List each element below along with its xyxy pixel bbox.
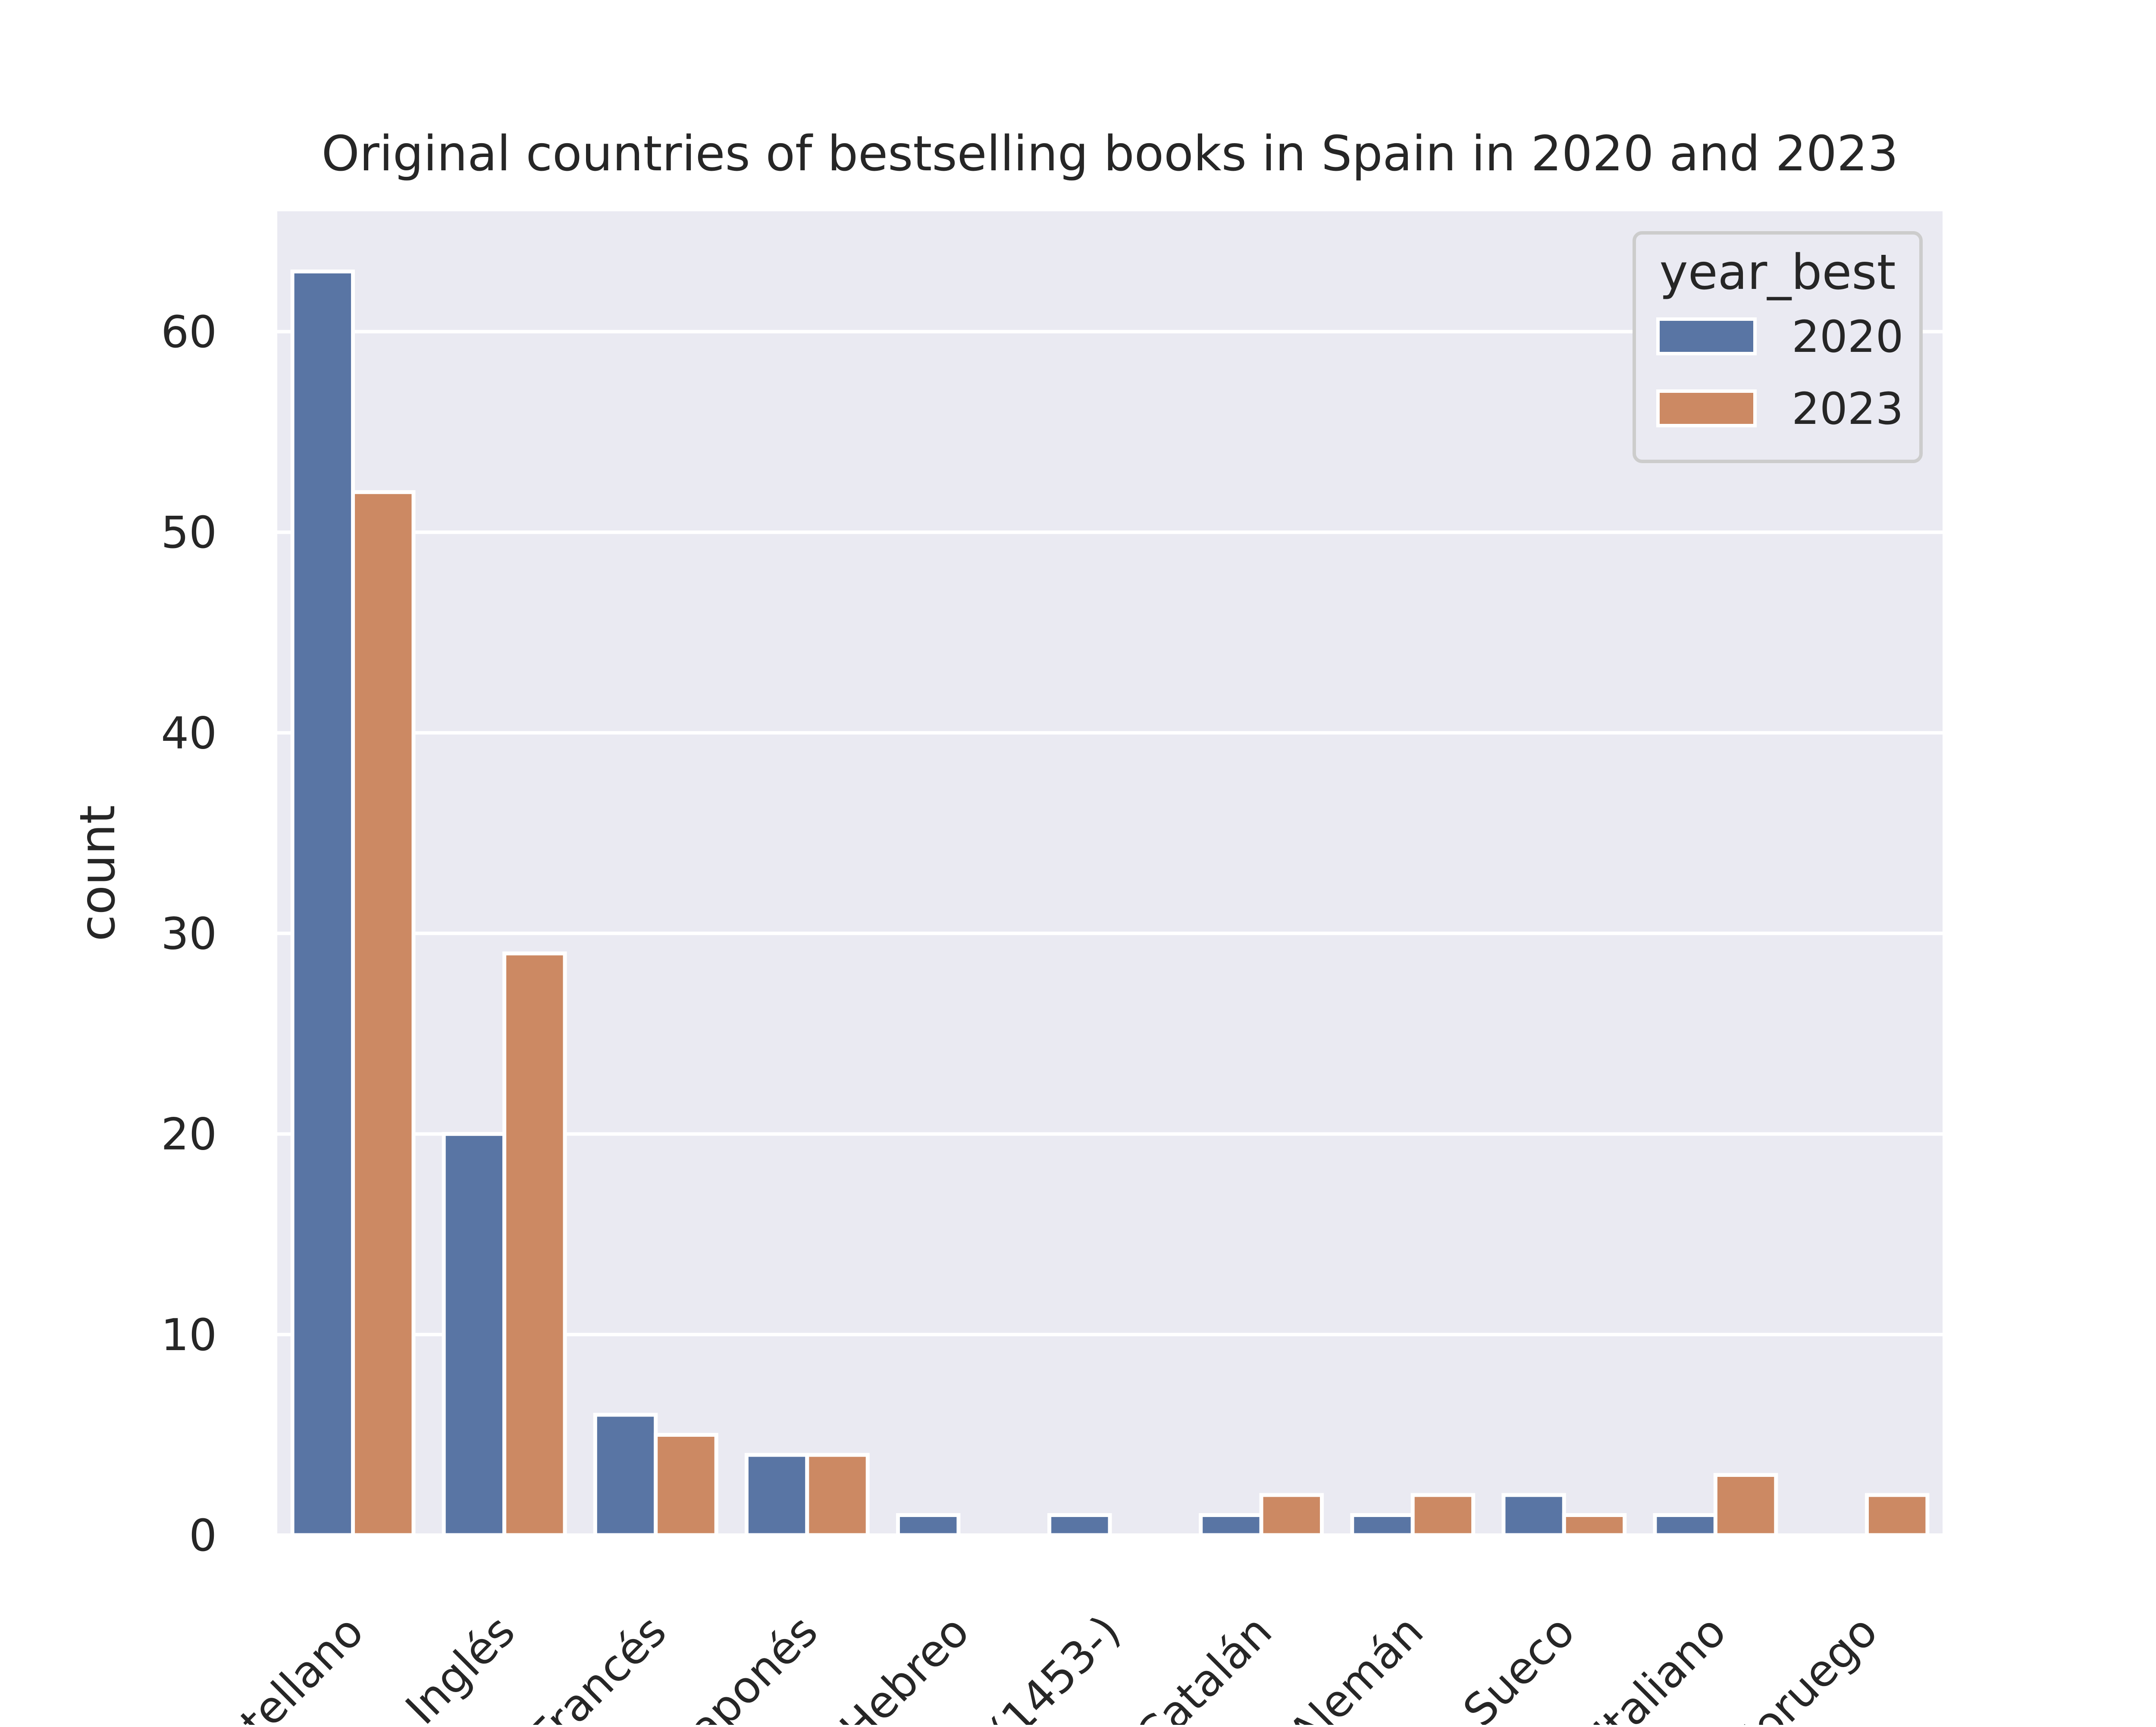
legend-title: year_best — [1659, 244, 1896, 301]
bar-2023-0 — [351, 490, 416, 1537]
bar-2020-5 — [1047, 1513, 1112, 1537]
bar-2023-7 — [1410, 1493, 1476, 1537]
chart-title: Original countries of bestselling books … — [322, 126, 1899, 182]
bar-2020-7 — [1350, 1513, 1415, 1537]
x-tick-label: Alemán — [1279, 1606, 1433, 1725]
x-tick-label: Hebreo — [830, 1606, 979, 1725]
y-tick-label: 20 — [161, 1109, 217, 1160]
bars — [290, 270, 1930, 1537]
bar-2023-10 — [1865, 1493, 1930, 1537]
bar-2020-4 — [896, 1513, 961, 1537]
y-tick-label: 0 — [189, 1510, 217, 1561]
bar-2023-6 — [1259, 1493, 1324, 1537]
x-tick-label: Catalán — [1126, 1606, 1282, 1725]
x-tick-label: Japonés — [667, 1606, 827, 1725]
x-tick-label: Italiano — [1584, 1606, 1736, 1725]
legend-swatch-2023 — [1656, 389, 1757, 427]
bar-2020-2 — [593, 1413, 658, 1537]
legend-label-2020: 2020 — [1792, 311, 1904, 363]
x-tick-label: Noruego — [1718, 1606, 1887, 1725]
bar-2020-8 — [1501, 1493, 1566, 1537]
bar-2023-9 — [1713, 1473, 1778, 1537]
y-tick-label: 60 — [161, 307, 217, 358]
y-tick-label: 10 — [161, 1310, 217, 1361]
legend-items: 2020 2023 — [1656, 311, 1904, 435]
y-axis-label: count — [70, 805, 126, 941]
x-tick-label: stellano — [215, 1606, 373, 1725]
bar-2020-1 — [442, 1132, 507, 1537]
bar-2020-0 — [290, 270, 355, 1537]
y-axis-ticks: 0 10 20 30 40 50 60 — [161, 307, 217, 1561]
bar-2020-9 — [1653, 1513, 1717, 1537]
bar-2023-2 — [654, 1432, 718, 1537]
y-tick-label: 30 — [161, 909, 217, 960]
x-tick-label: Francés — [520, 1606, 677, 1725]
legend: year_best 2020 2023 — [1633, 231, 1923, 463]
x-tick-label: Inglés — [396, 1606, 525, 1725]
bar-2023-1 — [502, 951, 567, 1537]
x-tick-label: Sueco — [1454, 1606, 1585, 1725]
legend-label-2023: 2023 — [1792, 383, 1904, 435]
y-tick-label: 40 — [161, 708, 217, 759]
bar-2023-8 — [1562, 1513, 1627, 1537]
bar-2020-3 — [744, 1453, 809, 1537]
y-tick-label: 50 — [161, 507, 217, 558]
bar-2020-6 — [1199, 1513, 1263, 1537]
legend-swatch-2020 — [1656, 317, 1757, 355]
bar-2023-3 — [805, 1453, 870, 1537]
x-tick-label: (1453-) — [980, 1606, 1131, 1725]
